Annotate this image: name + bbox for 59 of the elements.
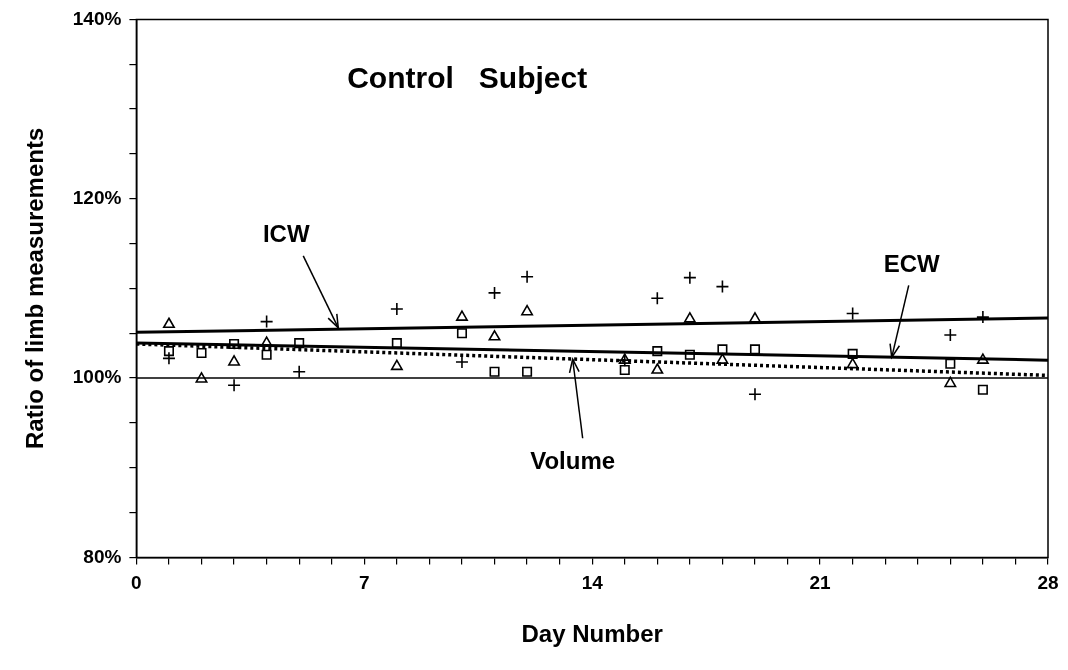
point (619, 364, 630, 376)
point (684, 349, 695, 360)
point (847, 348, 858, 359)
point (163, 346, 174, 357)
annotation: ECW (883, 250, 941, 278)
point (652, 346, 663, 357)
point (748, 312, 761, 323)
point (976, 353, 989, 364)
point (455, 355, 469, 369)
point (259, 314, 274, 329)
point (945, 358, 956, 369)
point (456, 328, 468, 339)
point (943, 328, 958, 342)
point (651, 363, 664, 374)
y-tick-label: 120% (72, 186, 122, 208)
point (650, 291, 665, 306)
point (487, 286, 502, 300)
point (977, 384, 988, 395)
point (196, 347, 207, 358)
point (390, 359, 403, 371)
x-axis-title: Day Number (521, 620, 663, 648)
point (976, 310, 990, 324)
x-tick-label: 7 (359, 572, 370, 594)
point (520, 269, 534, 284)
point (488, 330, 501, 341)
point (294, 338, 305, 349)
point (683, 312, 696, 323)
point (716, 353, 729, 364)
point (715, 279, 730, 294)
point (521, 304, 534, 316)
text: Control Subject (347, 60, 588, 94)
point (292, 364, 306, 379)
point (390, 302, 404, 316)
point (944, 376, 957, 388)
point (845, 306, 860, 321)
x-tick-label: 21 (809, 572, 832, 594)
point (229, 338, 240, 350)
point (489, 366, 500, 377)
y-tick-label: 80% (83, 545, 122, 567)
x-tick-label: 0 (131, 572, 142, 594)
point (522, 366, 533, 377)
point (162, 351, 176, 366)
y-tick-label: 140% (72, 7, 122, 29)
y-axis-title: Ratio of limb measurements (21, 127, 49, 450)
point (195, 372, 208, 383)
annotation: ICW (262, 220, 310, 248)
point (683, 270, 697, 285)
point (260, 336, 273, 347)
point (748, 387, 762, 402)
point (227, 378, 241, 393)
point (228, 355, 241, 366)
point (749, 344, 761, 355)
x-tick-label: 14 (581, 572, 604, 594)
x-tick-label: 28 (1037, 572, 1059, 594)
annotation: Volume (530, 446, 616, 474)
point (162, 317, 175, 329)
point (455, 310, 468, 321)
y-tick-label: 100% (72, 366, 122, 388)
point (261, 349, 272, 360)
